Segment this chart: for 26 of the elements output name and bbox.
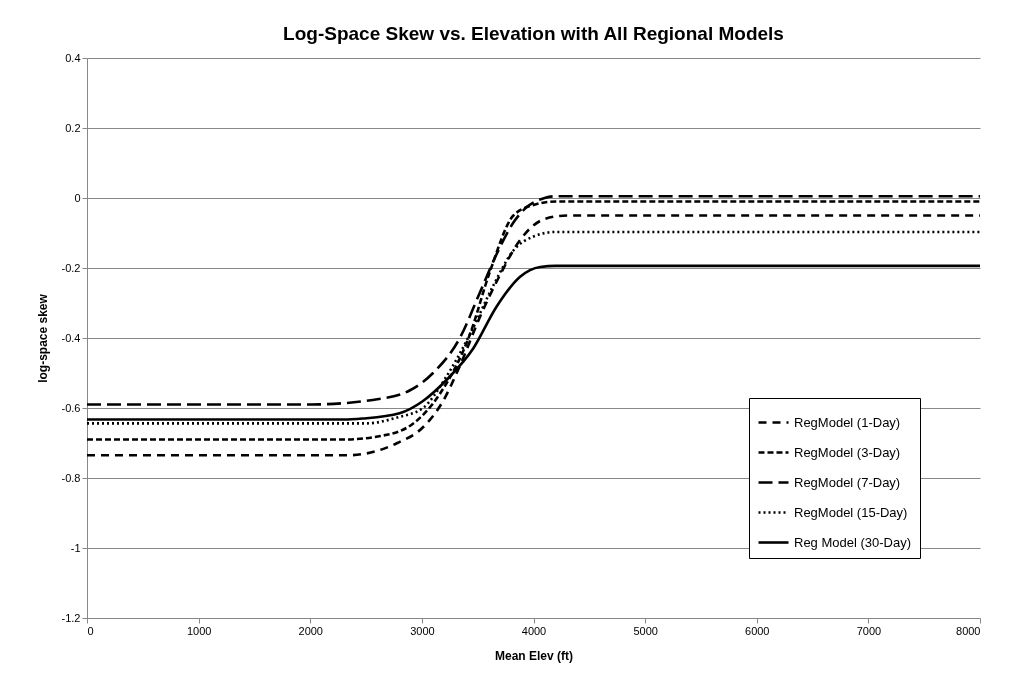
legend-label: Reg Model (30-Day) [794,534,912,550]
y-tick-label: -0.8 [61,471,81,484]
x-axis-title: Mean Elev (ft) [494,648,574,663]
y-tick-label: 0 [74,191,81,204]
x-tick-label: 1000 [186,624,212,637]
y-tick-label: -0.4 [61,331,81,344]
y-tick-label: -1.2 [61,611,81,624]
legend-label: RegModel (3-Day) [794,444,901,460]
y-tick-label: 0.2 [65,121,81,134]
x-tick-label: 3000 [410,624,435,637]
x-tick-label: 0 [87,624,94,637]
y-tick-label: 0.4 [65,51,81,64]
legend-label: RegModel (7-Day) [794,474,901,490]
x-tick-label: 5000 [633,624,658,637]
x-tick-label: 8000 [956,624,981,637]
x-tick-label: 7000 [856,624,882,637]
x-tick-label: 2000 [298,624,323,637]
x-tick-label: 6000 [745,624,770,637]
y-tick-label: -0.6 [61,401,81,414]
y-tick-label: -0.2 [61,261,81,274]
legend-label: RegModel (1-Day) [794,414,901,430]
x-tick-label: 4000 [521,624,547,637]
legend-label: RegModel (15-Day) [794,504,908,520]
chart-title: Log-Space Skew vs. Elevation with All Regional Models [283,23,784,44]
y-axis-title: log-space skew [35,293,50,383]
y-tick-label: -1 [70,541,81,554]
